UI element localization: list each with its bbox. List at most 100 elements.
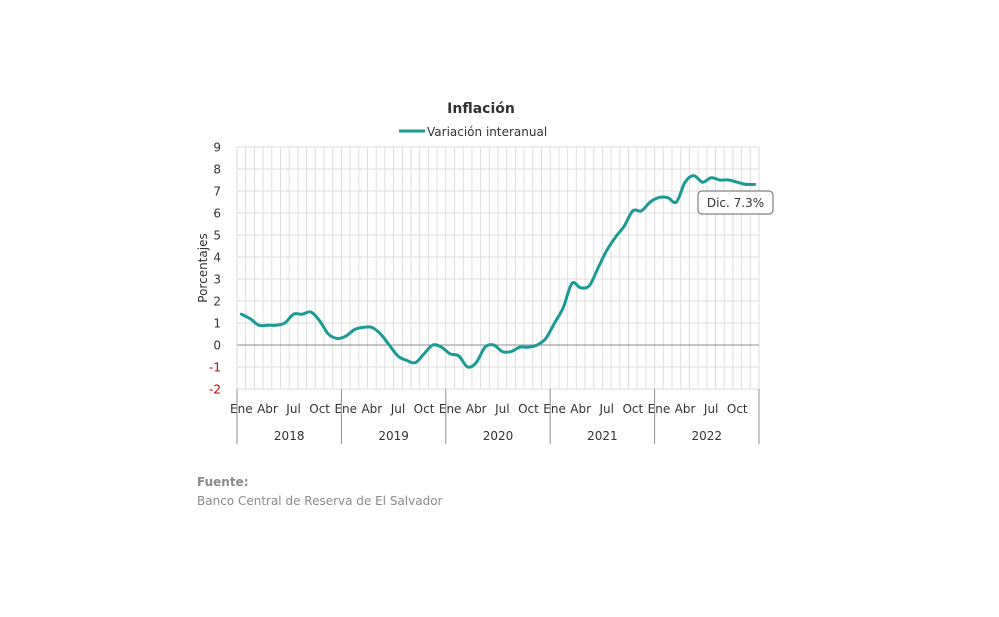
- x-tick-label: Abr: [466, 402, 487, 416]
- data-point: [544, 337, 547, 340]
- data-point: [684, 181, 687, 184]
- data-point: [466, 366, 469, 369]
- data-point: [336, 337, 339, 340]
- data-point: [414, 361, 417, 364]
- data-point: [301, 313, 304, 316]
- x-tick-label: Oct: [518, 402, 539, 416]
- data-point: [570, 282, 573, 285]
- data-point: [318, 319, 321, 322]
- data-point: [501, 350, 504, 353]
- x-tick-label: Ene: [230, 402, 253, 416]
- source-label: Fuente:: [197, 475, 249, 489]
- x-tick-label: Ene: [648, 402, 671, 416]
- data-point: [249, 317, 252, 320]
- data-point: [257, 324, 260, 327]
- y-tick-label: -1: [209, 361, 221, 375]
- y-tick-label: 8: [213, 163, 221, 177]
- data-point: [327, 333, 330, 336]
- data-point: [527, 346, 530, 349]
- x-tick-label: Abr: [675, 402, 696, 416]
- source-text: Banco Central de Reserva de El Salvador: [197, 494, 443, 508]
- x-tick-label: Jul: [285, 402, 300, 416]
- data-point: [736, 181, 739, 184]
- data-point: [588, 284, 591, 287]
- data-point: [457, 355, 460, 358]
- data-point: [579, 286, 582, 289]
- legend: Variación interanual: [399, 125, 547, 139]
- x-tick-label: Abr: [570, 402, 591, 416]
- x-tick-label: Oct: [414, 402, 435, 416]
- data-point: [727, 179, 730, 182]
- y-tick-label: 5: [213, 229, 221, 243]
- data-point: [266, 324, 269, 327]
- data-point: [640, 209, 643, 212]
- x-tick-label: Abr: [361, 402, 382, 416]
- data-point: [405, 359, 408, 362]
- grid-layer: [236, 146, 760, 390]
- year-label: 2019: [378, 429, 409, 443]
- data-point: [370, 326, 373, 329]
- data-point: [309, 311, 312, 314]
- y-tick-label: 6: [213, 207, 221, 221]
- year-label: 2020: [483, 429, 514, 443]
- data-point: [275, 324, 278, 327]
- data-point: [649, 201, 652, 204]
- data-point: [440, 346, 443, 349]
- data-point: [362, 326, 365, 329]
- x-tick-label: Jul: [599, 402, 614, 416]
- y-axis-label: Porcentajes: [196, 233, 210, 302]
- data-point: [344, 335, 347, 338]
- x-tick-label: Abr: [257, 402, 278, 416]
- y-tick-label: 0: [213, 339, 221, 353]
- data-point: [710, 176, 713, 179]
- data-point: [718, 179, 721, 182]
- data-point: [431, 344, 434, 347]
- data-point: [623, 225, 626, 228]
- data-point: [396, 355, 399, 358]
- x-tick-label: Oct: [622, 402, 643, 416]
- data-point: [657, 196, 660, 199]
- x-tick-label: Ene: [439, 402, 462, 416]
- chart-title: Inflación: [447, 101, 515, 117]
- data-point: [744, 183, 747, 186]
- data-point: [423, 352, 426, 355]
- data-point: [605, 249, 608, 252]
- data-point: [597, 267, 600, 270]
- data-point: [240, 313, 243, 316]
- data-point: [449, 352, 452, 355]
- x-tick-label: Oct: [309, 402, 330, 416]
- label-layer: Dic. 7.3%: [697, 190, 774, 215]
- data-point: [353, 328, 356, 331]
- y-tick-label: 1: [213, 317, 221, 331]
- data-point: [483, 346, 486, 349]
- year-label: 2021: [587, 429, 618, 443]
- data-point: [562, 306, 565, 309]
- data-point: [492, 344, 495, 347]
- x-tick-label: Jul: [494, 402, 509, 416]
- data-point: [518, 346, 521, 349]
- data-point: [388, 344, 391, 347]
- series-line-variacion-interanual: [239, 174, 757, 369]
- data-point: [292, 313, 295, 316]
- data-point: [701, 181, 704, 184]
- x-tick-label: Jul: [703, 402, 718, 416]
- y-tick-label: -2: [209, 383, 221, 397]
- legend-label: Variación interanual: [427, 125, 547, 139]
- data-point: [614, 236, 617, 239]
- data-point: [553, 322, 556, 325]
- annotation-label: Dic. 7.3%: [707, 196, 764, 210]
- data-point: [675, 201, 678, 204]
- x-tick-label: Ene: [543, 402, 566, 416]
- data-point: [666, 196, 669, 199]
- axis-layer: -2 -1 0 1 2 3 4 5 6 7 8 9 Ene Abr Jul Oct 2018 Ene Abr Jul O…: [209, 141, 760, 444]
- y-tick-label: 7: [213, 185, 221, 199]
- y-tick-label: 9: [213, 141, 221, 155]
- y-tick-label: 4: [213, 251, 221, 265]
- data-point: [692, 174, 695, 177]
- x-tick-label: Jul: [390, 402, 405, 416]
- data-point: [753, 183, 756, 186]
- data-point: [510, 350, 513, 353]
- data-point: [379, 333, 382, 336]
